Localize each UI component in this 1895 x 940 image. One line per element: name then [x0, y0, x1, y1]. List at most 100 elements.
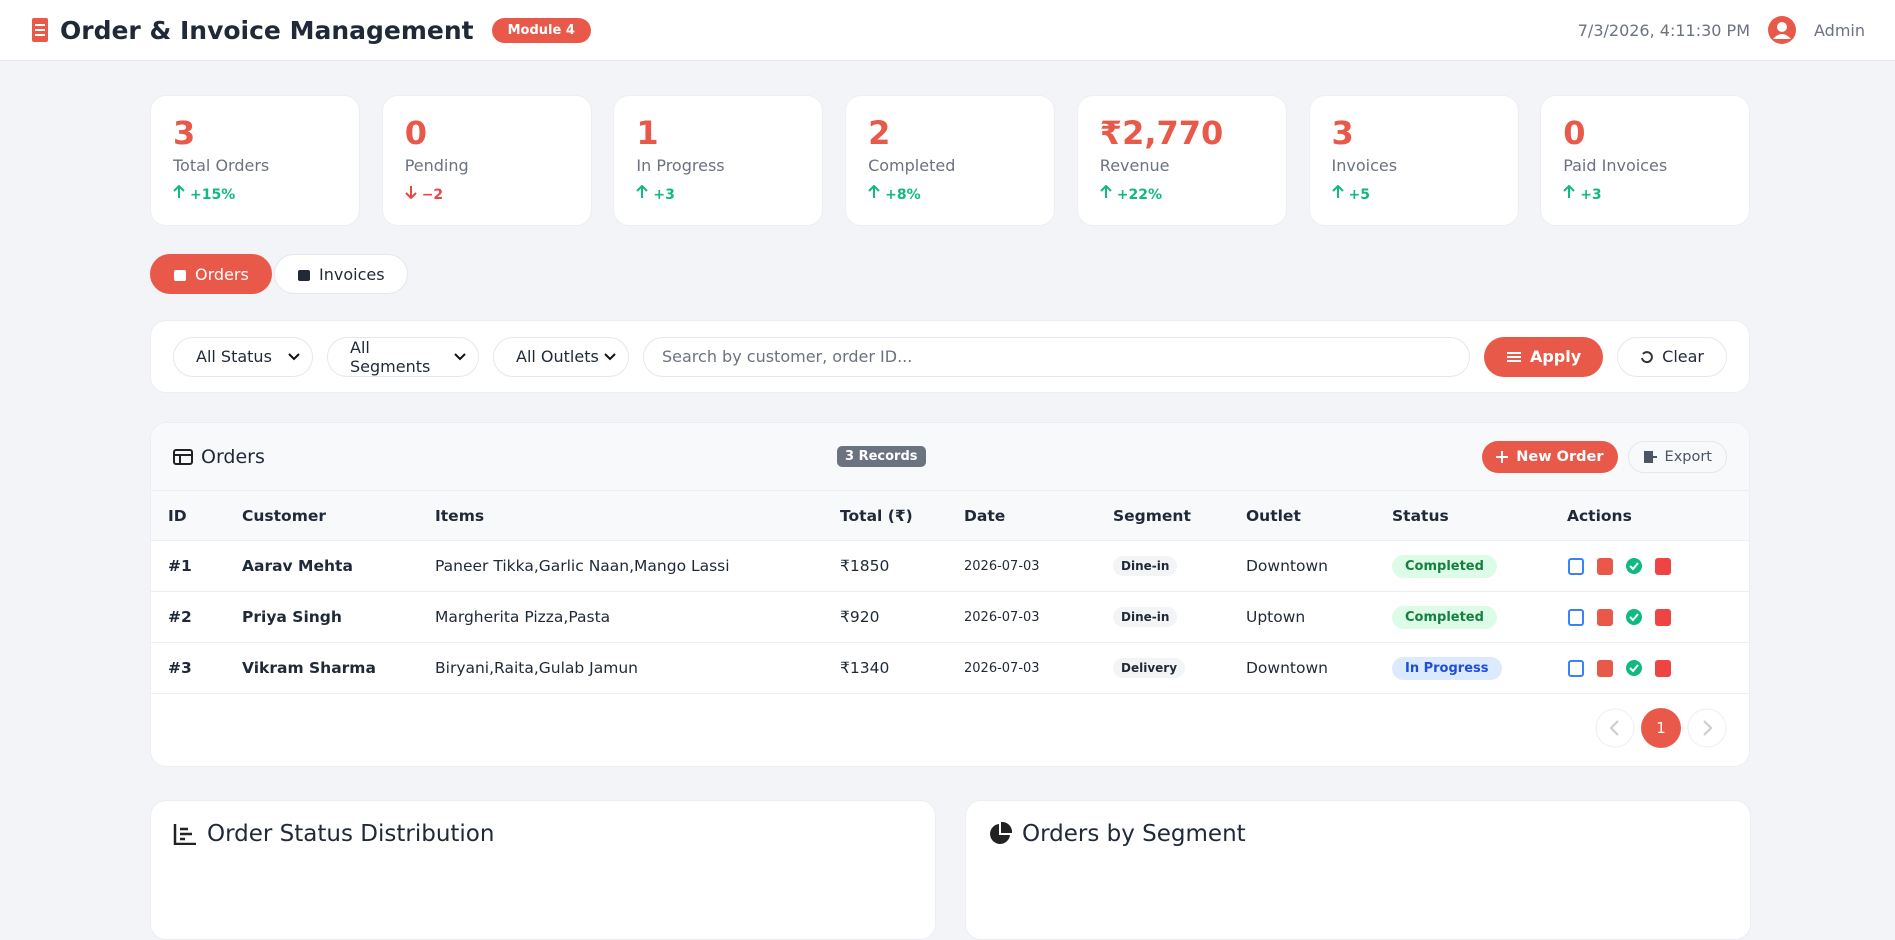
table-row: #1 Aarav Mehta Paneer Tikka,Garlic Naan,Ma… [151, 541, 1749, 592]
change-text: +8% [885, 187, 921, 203]
complete-action[interactable] [1625, 608, 1643, 626]
orders-header: Orders 3 Records New Order Export [151, 423, 1749, 491]
stat-value: 1 [636, 114, 659, 152]
stat-change: +3 [1563, 185, 1727, 203]
records-badge: 3 Records [837, 446, 926, 467]
edit-action[interactable] [1567, 659, 1585, 677]
delete-action[interactable] [1654, 557, 1672, 575]
chart-icon [988, 822, 1012, 846]
stat-card: 0 Pending −2 [381, 95, 592, 226]
stat-label: In Progress [636, 156, 725, 175]
status-badge: Completed [1392, 605, 1497, 629]
stat-card: ₹2,770 Revenue +22% [1076, 95, 1287, 226]
stat-value: 3 [173, 114, 196, 152]
trend-icon [173, 185, 185, 199]
column-header: Items [435, 506, 485, 525]
chart-panel: Orders by Segment [965, 800, 1751, 940]
tab-icon [173, 266, 187, 282]
change-text: +5 [1348, 187, 1370, 203]
delete-action[interactable] [1654, 608, 1672, 626]
search-input[interactable]: Search by customer, order ID... [643, 336, 1470, 377]
column-header: Total (₹) [840, 506, 913, 525]
chevron [454, 352, 466, 361]
stat-value: ₹2,770 [1099, 114, 1224, 152]
apply-label: Apply [1529, 347, 1582, 366]
cell: Downtown [1246, 659, 1328, 677]
clear-label: Clear [1662, 347, 1704, 366]
stat-change: −2 [404, 185, 569, 203]
tab-label: Orders [195, 264, 249, 284]
chart-title: Orders by Segment [966, 801, 1750, 867]
complete-action[interactable] [1625, 659, 1643, 677]
actions [1567, 608, 1749, 626]
stat-change: +8% [868, 185, 1032, 203]
filter-icon [1506, 350, 1522, 364]
clear-button[interactable]: Clear [1617, 336, 1727, 377]
change-text: +3 [1580, 187, 1602, 203]
orders-panel: Orders 3 Records New Order Export ID Customer… [150, 422, 1750, 767]
cell: #1 [168, 557, 192, 575]
user-name[interactable]: Admin [1814, 20, 1865, 40]
trend-icon [1331, 185, 1344, 199]
cell: Downtown [1246, 557, 1328, 575]
tab-icon [297, 266, 311, 282]
cell: Margherita Pizza,Pasta [435, 608, 611, 626]
stat-label: Revenue [1099, 156, 1170, 175]
change-text: +22% [1116, 187, 1163, 203]
trend-icon [636, 185, 649, 199]
chevron [288, 352, 300, 361]
column-header: Customer [242, 506, 327, 525]
stat-label: Pending [404, 156, 469, 175]
header-right: 7/3/2026, 4:11:30 PM Admin [1578, 16, 1865, 44]
cell: ₹920 [840, 608, 880, 626]
export-label: Export [1664, 448, 1712, 465]
app-title: Order & Invoice Management [60, 15, 474, 45]
filter-select[interactable]: All Status [173, 336, 313, 377]
header: Order & Invoice Management Module 4 7/3/20… [0, 0, 1895, 61]
filter-select[interactable]: All Outlets [493, 336, 629, 377]
segment-badge: Dine-in [1113, 556, 1178, 576]
cell: Vikram Sharma [242, 659, 376, 677]
edit-action[interactable] [1567, 557, 1585, 575]
stat-value: 0 [1563, 114, 1586, 152]
table-row: #3 Vikram Sharma Biryani,Raita,Gulab Jamun… [151, 643, 1749, 694]
filter-select[interactable]: All Segments [327, 336, 479, 377]
stat-card: 1 In Progress +3 [613, 95, 824, 226]
tab[interactable]: Orders [150, 254, 272, 294]
chart-title-text: Orders by Segment [1022, 821, 1246, 847]
cell: 2026-07-03 [964, 609, 1040, 625]
tab[interactable]: Invoices [274, 254, 408, 294]
column-header: ID [168, 506, 187, 525]
complete-action[interactable] [1625, 557, 1643, 575]
next-page [1687, 708, 1727, 748]
apply-button[interactable]: Apply [1483, 336, 1604, 377]
invoice-action[interactable] [1596, 659, 1614, 677]
stat-card: 3 Total Orders +15% [150, 95, 360, 226]
invoice-action[interactable] [1596, 608, 1614, 626]
invoice-action[interactable] [1596, 557, 1614, 575]
chart-panel: Order Status Distribution [150, 800, 936, 940]
status-badge: In Progress [1392, 656, 1502, 680]
cell: Uptown [1246, 608, 1306, 626]
pagination: 1 [1595, 708, 1727, 748]
stat-label: Total Orders [173, 156, 270, 175]
new-order-button[interactable]: New Order [1482, 440, 1618, 473]
export-button[interactable]: Export [1627, 440, 1727, 473]
chart-title-text: Order Status Distribution [207, 821, 495, 847]
status-badge: Completed [1392, 554, 1497, 578]
column-header: Outlet [1246, 506, 1301, 525]
select-label: All Status [196, 347, 272, 366]
filter-panel: All Status All Segments All Outlets Search … [150, 320, 1750, 393]
stat-change: +15% [173, 185, 337, 203]
change-text: +3 [653, 187, 675, 203]
logo-icon [30, 17, 50, 43]
edit-action[interactable] [1567, 608, 1585, 626]
stat-card: 2 Completed +8% [845, 95, 1056, 226]
undo-icon [1640, 350, 1654, 364]
stat-change: +5 [1331, 185, 1496, 203]
change-text: +15% [190, 187, 236, 203]
column-header: Date [964, 506, 1006, 525]
cell: ₹1850 [840, 557, 890, 575]
delete-action[interactable] [1654, 659, 1672, 677]
page-number[interactable]: 1 [1641, 708, 1681, 748]
